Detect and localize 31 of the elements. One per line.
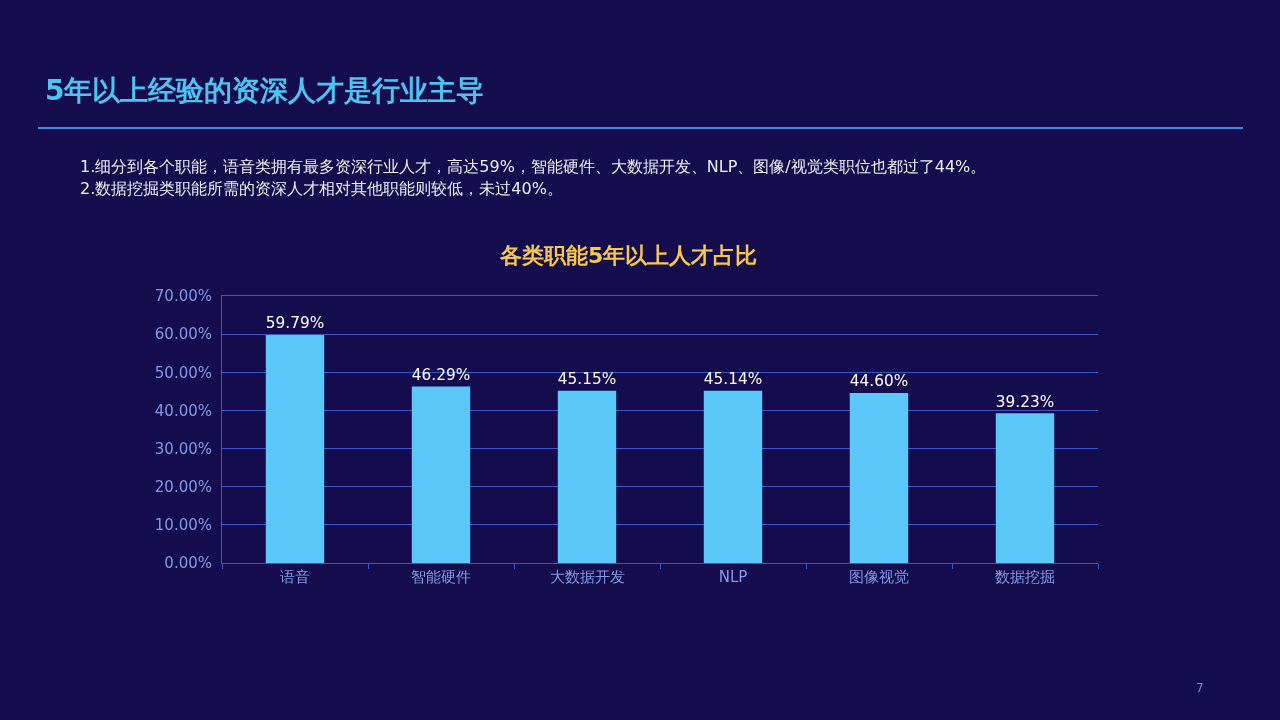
y-tick-label: 0.00% [164,554,212,573]
data-label: 46.29% [411,365,471,384]
bar [411,386,471,563]
y-tick-label: 10.00% [154,516,212,535]
text: 7 [1196,681,1204,695]
x-tick-label: 图像视觉 [849,568,909,586]
text: 1.细分到各个职能，语音类拥有最多资深行业人才，高达59%，智能硬件、大数据开发、NLP、图像/视觉类职位也都过了44%。 [80,157,987,176]
y-tick-label: 50.00% [154,363,212,382]
text: 2.数据挖掘类职能所需的资深人才相对其他职能则较低，未过40%。 [80,179,563,198]
chart-subtitle: 各类职能5年以上人才占比 [499,243,758,268]
y-tick-label: 20.00% [154,477,212,496]
data-label: 39.23% [995,392,1055,411]
x-tick-label: 大数据开发 [549,568,625,586]
bar [995,413,1055,563]
bar [849,392,909,563]
data-label: 45.15% [557,370,617,389]
x-tick-label: 语音 [280,568,310,586]
x-tick-label: 数据挖掘 [995,568,1055,586]
bar [557,390,617,563]
data-label: 59.79% [265,314,325,333]
data-label: 44.60% [849,372,909,391]
y-tick-label: 40.00% [154,401,212,420]
y-tick-label: 30.00% [154,439,212,458]
y-tick-label: 70.00% [154,287,212,306]
bar [265,334,325,563]
y-tick-label: 60.00% [154,325,212,344]
x-tick-label: NLP [718,568,748,586]
data-label: 45.14% [703,370,763,389]
chart-title: 5年以上经验的资深人才是行业主导 [45,73,485,107]
bar [703,390,763,563]
x-tick-label: 智能硬件 [411,568,471,586]
